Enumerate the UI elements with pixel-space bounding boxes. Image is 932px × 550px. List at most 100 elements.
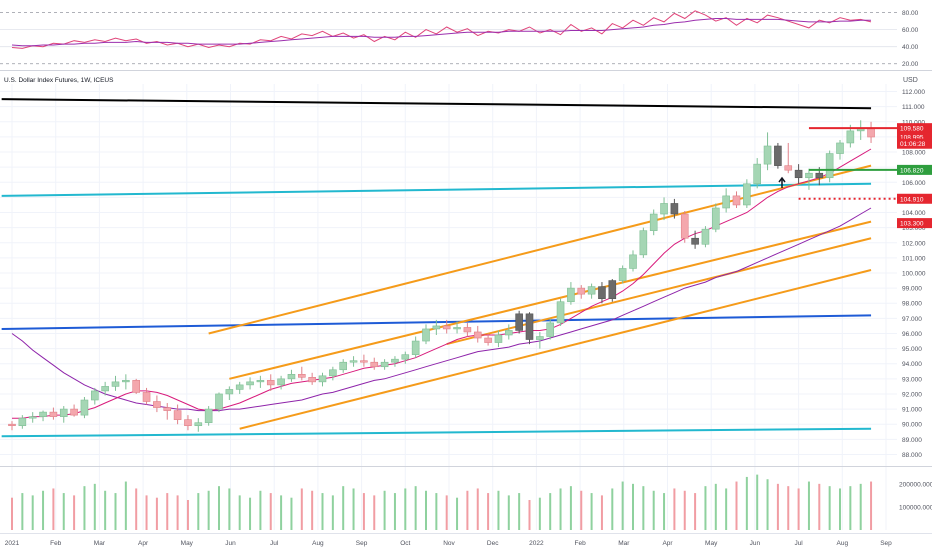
candle-up[interactable] <box>629 254 637 269</box>
trend-line-channel-orange-top[interactable] <box>208 164 872 335</box>
candle-up[interactable] <box>825 153 834 179</box>
candle-up[interactable] <box>836 142 844 154</box>
candle-up[interactable] <box>401 354 410 360</box>
trend-line-channel-orange-bottom[interactable] <box>239 269 872 430</box>
candle-up[interactable] <box>411 340 420 355</box>
candle-up[interactable] <box>753 163 762 185</box>
candle-up[interactable] <box>91 390 99 401</box>
candle-up[interactable] <box>204 408 213 423</box>
candle-down[interactable] <box>680 213 689 239</box>
candle-down[interactable] <box>153 401 161 408</box>
candle-up[interactable] <box>28 416 37 419</box>
candle-up[interactable] <box>246 381 254 386</box>
candle-up[interactable] <box>556 301 565 324</box>
candle-up[interactable] <box>649 213 658 231</box>
candle-down[interactable] <box>308 377 316 383</box>
time-axis[interactable]: 2021 Feb Mar Apr May Jun Jul Aug Sep Oct Nov Dec 202… <box>5 540 892 547</box>
candle-down[interactable] <box>132 380 140 393</box>
candle-up[interactable] <box>608 280 617 300</box>
candle-up[interactable] <box>660 203 668 215</box>
candle-up[interactable] <box>101 386 109 392</box>
candle-down[interactable] <box>784 165 793 171</box>
candle-down[interactable] <box>370 361 379 368</box>
candle-up[interactable] <box>587 286 596 295</box>
candle-up[interactable] <box>639 230 648 256</box>
candle-down[interactable] <box>70 408 78 416</box>
candle-up[interactable] <box>318 375 327 383</box>
candle-up[interactable] <box>339 361 348 371</box>
candle-down[interactable] <box>732 195 741 206</box>
candle-down[interactable] <box>484 337 492 343</box>
trend-line-support-cyan-upper[interactable] <box>1 182 872 197</box>
candle-up[interactable] <box>59 408 68 417</box>
candle-down[interactable] <box>794 169 803 179</box>
candle-down[interactable] <box>577 287 586 295</box>
candle-down[interactable] <box>774 145 782 166</box>
candle-up[interactable] <box>536 336 544 340</box>
candle-up[interactable] <box>805 172 813 179</box>
candle-up[interactable] <box>432 325 441 330</box>
candle-up[interactable] <box>504 330 513 336</box>
candle-down[interactable] <box>360 360 368 363</box>
candle-up[interactable] <box>422 328 430 342</box>
candle-up[interactable] <box>18 417 27 427</box>
candle-down[interactable] <box>442 325 451 330</box>
candle-up[interactable] <box>349 360 358 363</box>
candle-down[interactable] <box>297 374 306 378</box>
candle-up[interactable] <box>494 334 503 343</box>
candle-down[interactable] <box>184 419 192 427</box>
candle-up[interactable] <box>287 374 296 380</box>
candle-up[interactable] <box>215 393 223 410</box>
candle-up[interactable] <box>515 313 523 331</box>
trend-line-long-term-resistance[interactable] <box>1 98 872 110</box>
candle-up[interactable] <box>277 378 285 386</box>
candle-down[interactable] <box>49 411 58 417</box>
volume-bar <box>704 486 707 530</box>
price-label-text: 109.580 <box>900 126 924 133</box>
candle-up[interactable] <box>701 228 710 245</box>
candle-down[interactable] <box>670 203 679 215</box>
candle-up[interactable] <box>711 207 720 230</box>
candle-down[interactable] <box>266 380 275 386</box>
candle-up[interactable] <box>380 361 389 368</box>
candle-up[interactable] <box>453 327 461 330</box>
trend-line-channel-orange-low2[interactable] <box>446 237 872 346</box>
currency-label: USD <box>903 77 918 84</box>
candle-up[interactable] <box>225 389 234 395</box>
volume-bar <box>797 488 800 530</box>
candle-down[interactable] <box>598 286 606 300</box>
candle-down[interactable] <box>473 331 482 339</box>
volume-bar <box>342 486 345 530</box>
candle-up[interactable] <box>111 381 120 387</box>
candle-up[interactable] <box>567 287 575 303</box>
candle-down[interactable] <box>463 327 472 333</box>
candle-down[interactable] <box>8 423 16 427</box>
candle-up[interactable] <box>391 358 399 363</box>
candle-up[interactable] <box>763 145 772 165</box>
candle-down[interactable] <box>815 172 824 179</box>
trend-line-support-cyan-lower[interactable] <box>1 427 872 438</box>
candle-up[interactable] <box>722 195 730 209</box>
candle-down[interactable] <box>142 392 151 402</box>
candle-up[interactable] <box>235 384 244 390</box>
price-label-badge <box>897 131 932 142</box>
candle-up[interactable] <box>39 411 47 417</box>
candle-up[interactable] <box>329 369 337 377</box>
price-panel[interactable]: 112.000111.000110.000109.000108.000107.0… <box>0 77 932 530</box>
candle-down[interactable] <box>525 313 534 340</box>
candle-down[interactable] <box>867 127 875 138</box>
candle-up[interactable] <box>80 399 89 416</box>
candle-up[interactable] <box>618 268 627 281</box>
candle-up[interactable] <box>546 322 555 337</box>
candle-down[interactable] <box>691 237 699 245</box>
volume-bar <box>766 479 769 530</box>
trend-line-channel-orange-mid[interactable] <box>229 220 872 380</box>
candle-down[interactable] <box>163 407 172 411</box>
candle-down[interactable] <box>173 410 182 420</box>
candle-up[interactable] <box>194 422 203 427</box>
candle-up[interactable] <box>256 380 265 383</box>
candle-up[interactable] <box>846 130 855 144</box>
candle-up[interactable] <box>122 380 130 383</box>
volume-bar <box>93 483 96 530</box>
candle-up[interactable] <box>743 183 751 206</box>
